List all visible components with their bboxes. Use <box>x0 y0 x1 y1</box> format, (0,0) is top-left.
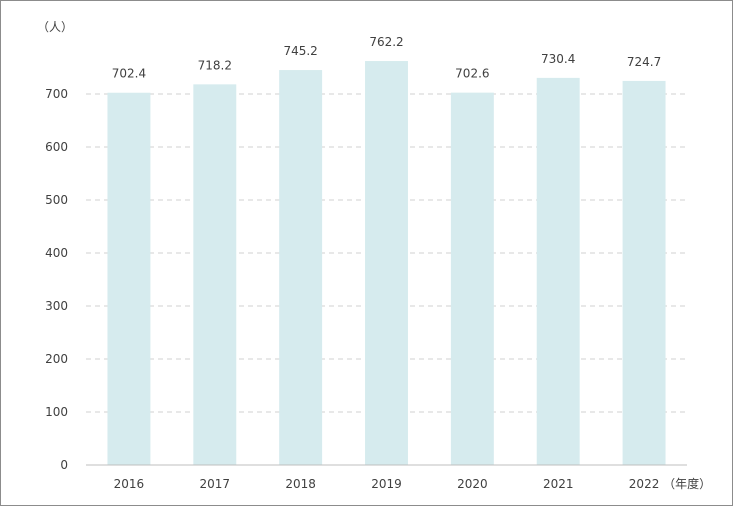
y-tick-labels: 0 100 200 300 400 500 600 700 <box>45 87 68 472</box>
x-tick-label: 2016 <box>114 477 145 491</box>
data-label: 745.2 <box>283 44 317 58</box>
y-tick-label: 700 <box>45 87 68 101</box>
data-label: 762.2 <box>369 35 403 49</box>
x-axis-unit-label: （年度） <box>663 476 711 491</box>
bar-2022 <box>622 80 666 465</box>
data-label: 730.4 <box>541 52 575 66</box>
x-tick-label: 2022 <box>629 477 660 491</box>
data-label: 702.6 <box>455 67 489 81</box>
y-tick-label: 200 <box>45 352 68 366</box>
x-tick-label: 2018 <box>285 477 316 491</box>
y-tick-label: 500 <box>45 193 68 207</box>
bar-2018 <box>279 70 323 465</box>
y-tick-label: 100 <box>45 405 68 419</box>
bar-2017 <box>193 84 237 465</box>
data-labels: 702.4 718.2 745.2 762.2 702.6 730.4 724.7 <box>112 35 662 81</box>
y-tick-label: 0 <box>60 458 68 472</box>
bars <box>107 61 666 466</box>
data-label: 724.7 <box>627 55 661 69</box>
y-tick-label: 300 <box>45 299 68 313</box>
y-tick-label: 600 <box>45 140 68 154</box>
x-tick-label: 2019 <box>371 477 402 491</box>
data-label: 702.4 <box>112 67 146 81</box>
x-tick-label: 2017 <box>200 477 231 491</box>
x-tick-label: 2020 <box>457 477 488 491</box>
data-label: 718.2 <box>198 58 232 72</box>
y-axis-unit-label: （人） <box>37 20 73 34</box>
y-tick-label: 400 <box>45 246 68 260</box>
bar-2021 <box>536 77 580 465</box>
bar-2016 <box>107 92 151 465</box>
x-tick-labels: 2016 2017 2018 2019 2020 2021 2022 <box>114 477 660 491</box>
x-tick-label: 2021 <box>543 477 574 491</box>
bar-2020 <box>450 92 494 465</box>
bar-2019 <box>365 61 408 466</box>
